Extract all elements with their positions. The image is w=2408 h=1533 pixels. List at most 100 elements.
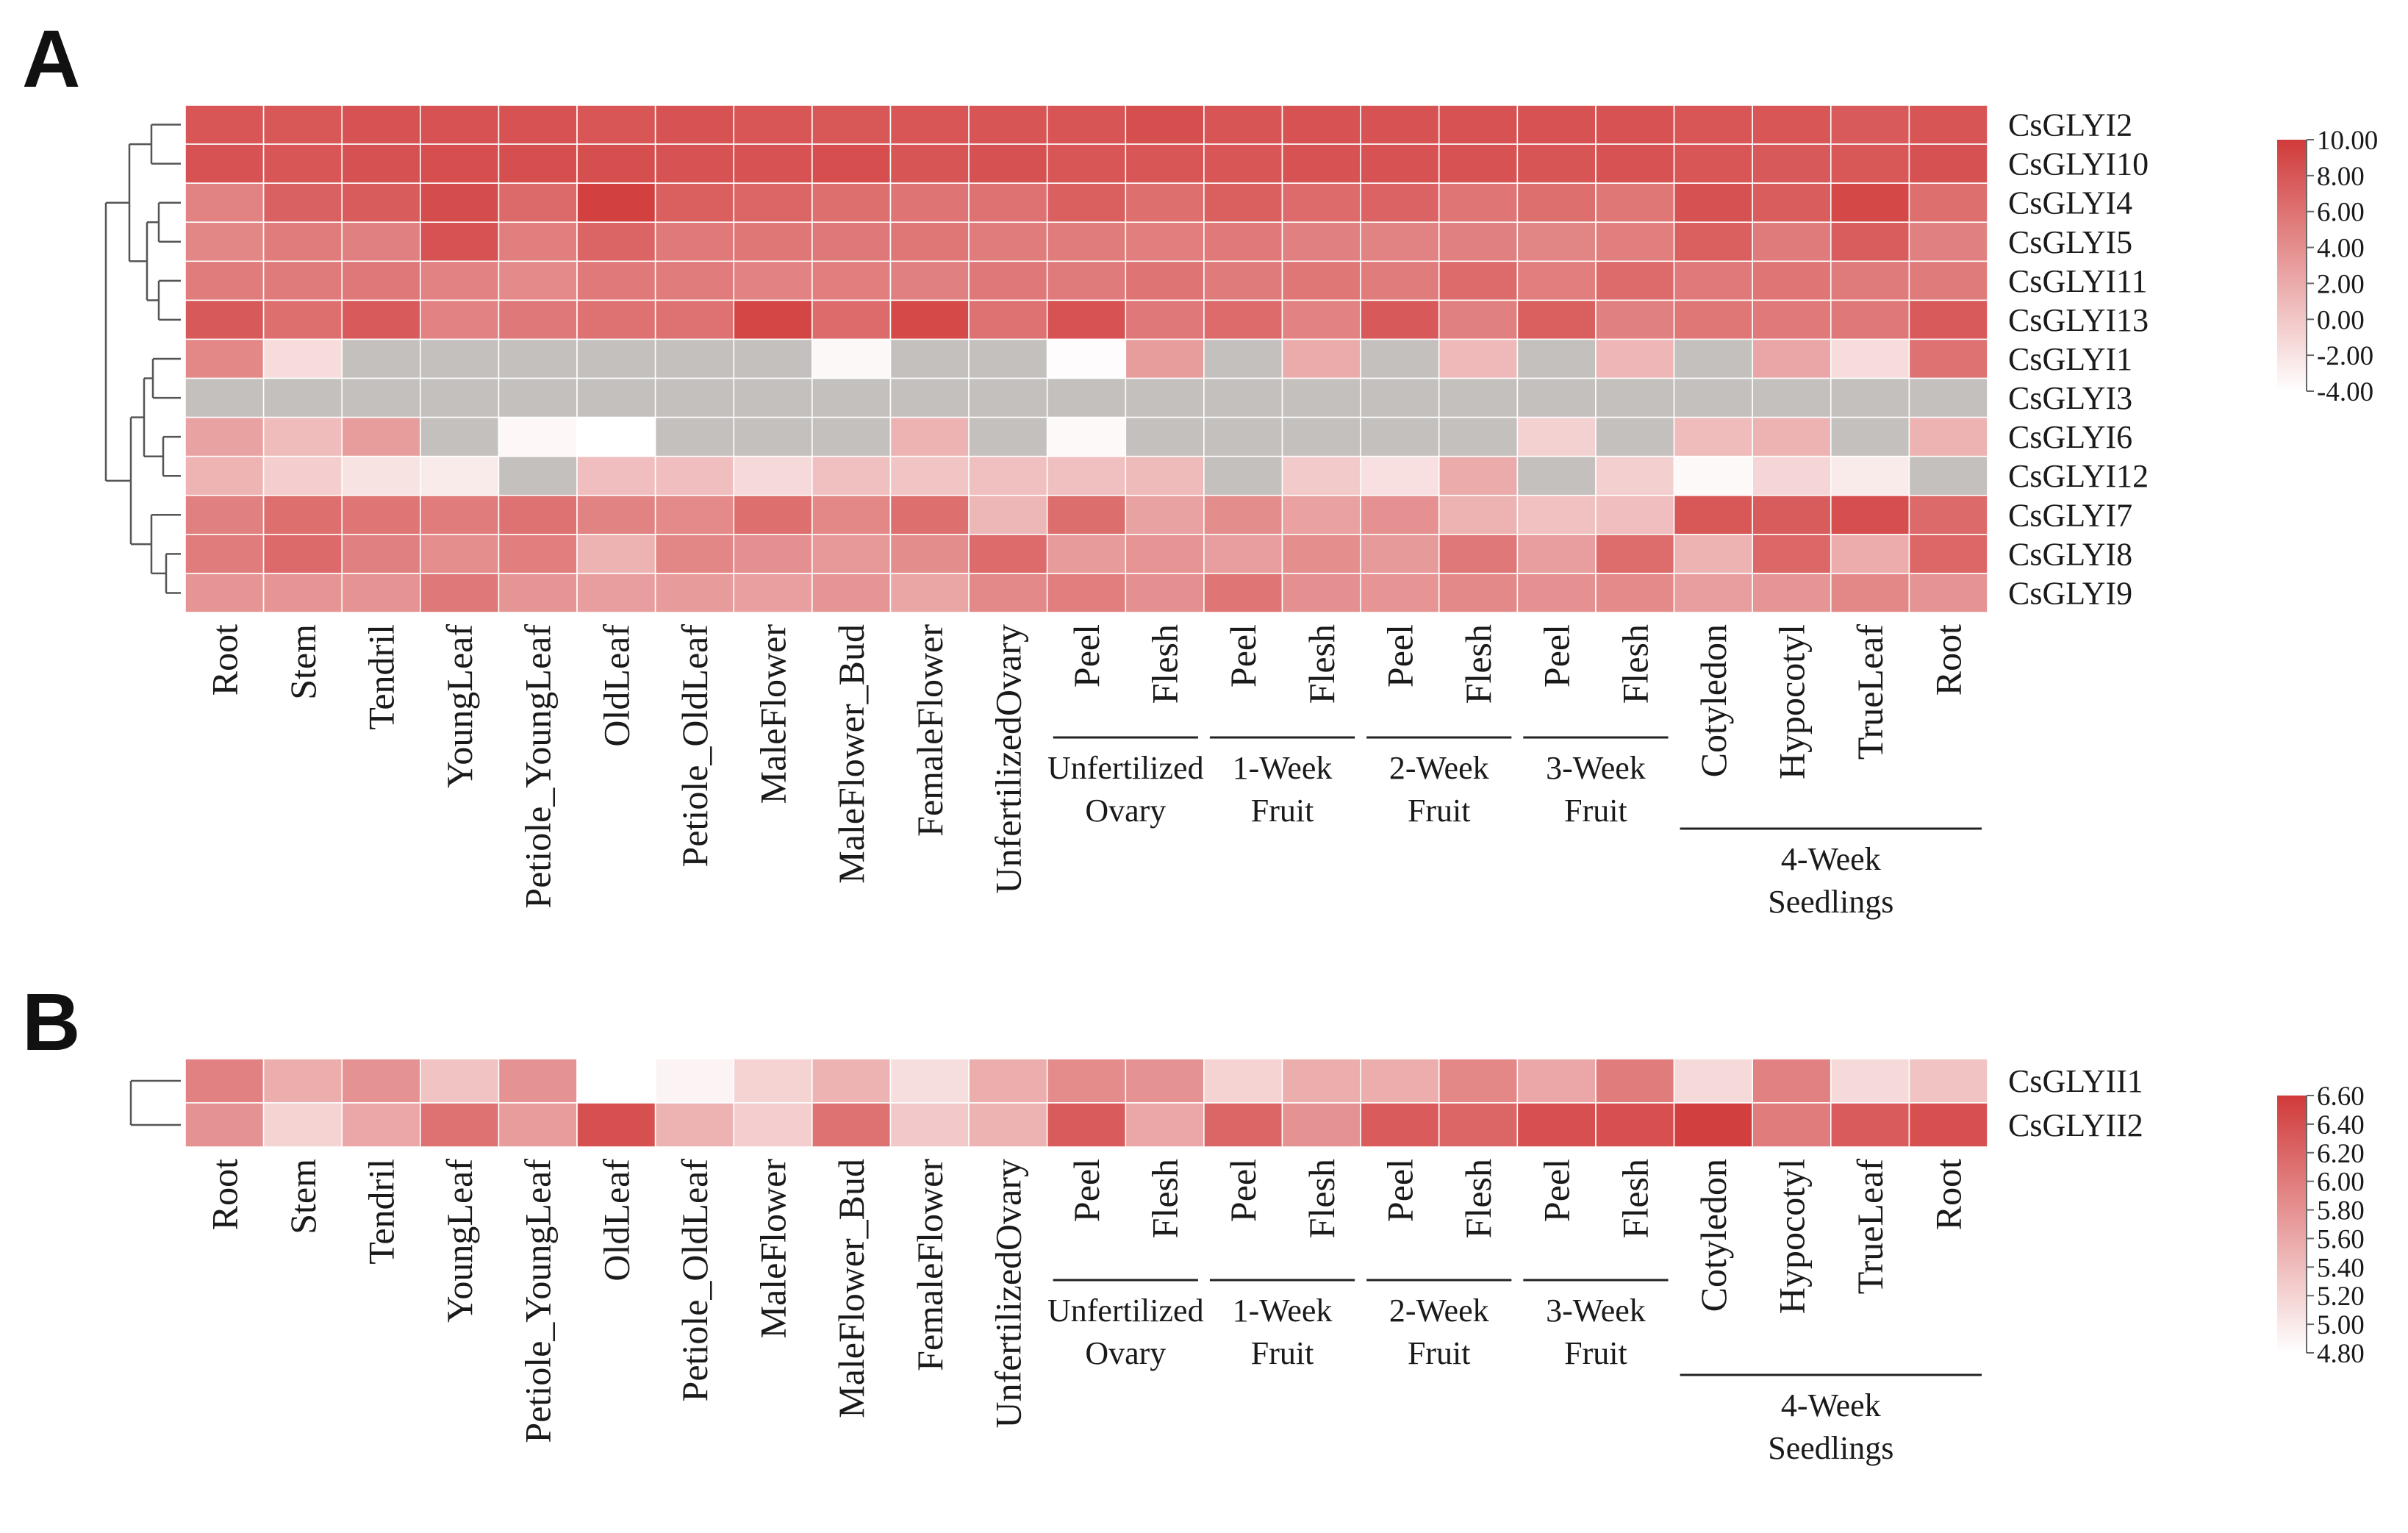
heatmap-cell (1203, 494, 1283, 535)
row-label: CsGLYII2 (2008, 1107, 2143, 1143)
heatmap-cell (1673, 182, 1753, 224)
column-label: OldLeaf (595, 1159, 637, 1282)
heatmap-cell (654, 416, 735, 457)
heatmap-cell (1203, 182, 1283, 224)
heatmap-cell (889, 573, 970, 613)
heatmap-cell (1516, 377, 1597, 418)
heatmap-cell (1673, 573, 1753, 613)
heatmap-cell (1908, 1102, 1988, 1148)
heatmap-cell (341, 573, 421, 613)
heatmap-cell (1438, 377, 1519, 418)
heatmap-cell (654, 338, 735, 379)
heatmap-cell (811, 1058, 892, 1104)
heatmap-cell (1203, 143, 1283, 184)
heatmap-cell (1830, 221, 1910, 262)
column-label: FemaleFlower (909, 624, 950, 837)
heatmap-cell (1752, 573, 1832, 613)
heatmap-cell (1360, 534, 1440, 574)
heatmap-cell (1830, 338, 1910, 379)
heatmap-cell (1595, 573, 1675, 613)
row-label: CsGLYI8 (2008, 536, 2132, 572)
row-labels-b: CsGLYII1 CsGLYII2 (2008, 1063, 2143, 1143)
heatmap-cell (184, 182, 265, 224)
heatmap-cell (968, 455, 1048, 496)
heatmap-cell (889, 416, 970, 457)
heatmap-cell (1673, 143, 1753, 184)
column-label: Petiole_YoungLeaf (517, 624, 559, 909)
column-label: UnfertilizedOvary (987, 624, 1028, 894)
heatmap-cell (576, 1058, 656, 1104)
heatmap-cell (184, 1058, 265, 1104)
heatmap-cell (1830, 299, 1910, 340)
heatmap-cell (1046, 573, 1127, 613)
heatmap-cell (420, 260, 500, 301)
heatmap-cell (420, 377, 500, 418)
heatmap-cells-a (184, 104, 1988, 613)
heatmap-cell (1908, 494, 1988, 535)
heatmap-cell (1438, 1102, 1519, 1148)
heatmap-cell (1438, 455, 1519, 496)
heatmap-cell (420, 104, 500, 145)
color-legend-a: 10.00 8.00 6.00 4.00 2.00 0.00 -2.00 -4.00 (2277, 126, 2378, 407)
column-label: Petiole_OldLeaf (674, 624, 715, 868)
heatmap-cell (498, 182, 578, 224)
heatmap-cell (184, 416, 265, 457)
heatmap-cell (184, 260, 265, 301)
heatmap-cell (262, 299, 343, 340)
heatmap-cell (968, 221, 1048, 262)
column-label: Peel (1379, 624, 1420, 687)
heatmap-cell (498, 1102, 578, 1148)
heatmap-cell (1281, 299, 1361, 340)
heatmap-cell (1908, 143, 1988, 184)
heatmap-cell (262, 573, 343, 613)
heatmap-cell (1673, 455, 1753, 496)
row-dendrogram-b (129, 1079, 181, 1126)
row-label: CsGLYI4 (2008, 185, 2132, 221)
heatmap-cell (811, 377, 892, 418)
heatmap-cell (184, 299, 265, 340)
heatmap-cell (654, 260, 735, 301)
heatmap-cell (1908, 1058, 1988, 1104)
heatmap-cell (341, 1102, 421, 1148)
heatmap-cell (1203, 299, 1283, 340)
heatmap-cell (262, 182, 343, 224)
heatmap-cell (1673, 1102, 1753, 1148)
heatmap-cell (1125, 221, 1205, 262)
heatmap-cell (1046, 299, 1127, 340)
heatmap-cell (1516, 338, 1597, 379)
row-label: CsGLYI7 (2008, 497, 2132, 533)
heatmap-cell (1595, 299, 1675, 340)
heatmap-cell (576, 573, 656, 613)
heatmap-cell (341, 455, 421, 496)
heatmap-cell (1908, 104, 1988, 145)
heatmap-cell (1203, 260, 1283, 301)
heatmap-cell (1673, 1058, 1753, 1104)
heatmap-cell (1830, 534, 1910, 574)
column-label: YoungLeaf (439, 624, 480, 788)
heatmap-cell (1438, 143, 1519, 184)
legend-tick-label: 5.60 (2317, 1224, 2365, 1254)
row-label: CsGLYI11 (2008, 263, 2148, 299)
heatmap-cell (420, 416, 500, 457)
group-label: 2-Week (1389, 1293, 1489, 1329)
heatmap-cell (262, 534, 343, 574)
heatmap-cell (1908, 573, 1988, 613)
heatmap-cell (654, 455, 735, 496)
column-label: Flesh (1458, 1159, 1499, 1238)
heatmap-cell (1752, 416, 1832, 457)
column-label: Tendril (361, 624, 402, 730)
heatmap-cell (1125, 260, 1205, 301)
group-label: Fruit (1564, 1335, 1627, 1371)
heatmap-cell (1438, 1058, 1519, 1104)
heatmap-cell (1908, 416, 1988, 457)
heatmap-cell (1595, 1102, 1675, 1148)
row-label: CsGLYI1 (2008, 341, 2132, 377)
heatmap-cell (1438, 338, 1519, 379)
heatmap-cell (1752, 494, 1832, 535)
heatmap-cell (1125, 104, 1205, 145)
column-label: OldLeaf (595, 624, 637, 747)
heatmap-cell (654, 221, 735, 262)
heatmap-cell (889, 182, 970, 224)
heatmap-cell (262, 377, 343, 418)
